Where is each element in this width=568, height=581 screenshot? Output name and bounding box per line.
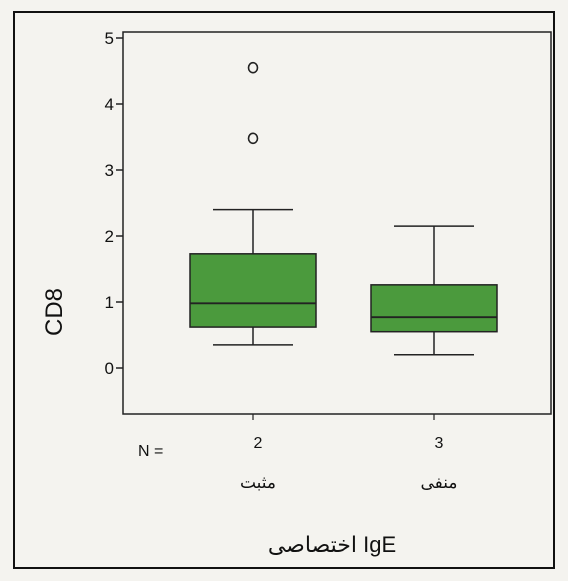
n-count-label: 3 [435,435,444,452]
y-tick-label: 2 [105,227,114,246]
y-tick-label: 3 [105,161,114,180]
outlier-point [247,132,259,145]
n-label: N = [138,443,163,460]
y-axis-title: CD8 [41,288,68,336]
y-tick-label: 4 [105,95,114,114]
category-label: مثبت [240,473,276,492]
y-axis: 0 1 2 3 4 5 [105,29,123,378]
y-tick-label: 0 [105,359,114,378]
box [189,253,317,328]
boxes [189,61,498,356]
x-axis-title: IgE اختصاصی [268,532,396,557]
y-tick-label: 5 [105,29,114,48]
category-label: منفی [420,473,457,492]
outlier-point [247,61,259,74]
y-tick-label: 1 [105,293,114,312]
plot-area [122,31,552,415]
x-labels: 2 مثبت 3 منفی [240,414,458,492]
n-count-label: 2 [254,435,263,452]
box [370,284,498,333]
